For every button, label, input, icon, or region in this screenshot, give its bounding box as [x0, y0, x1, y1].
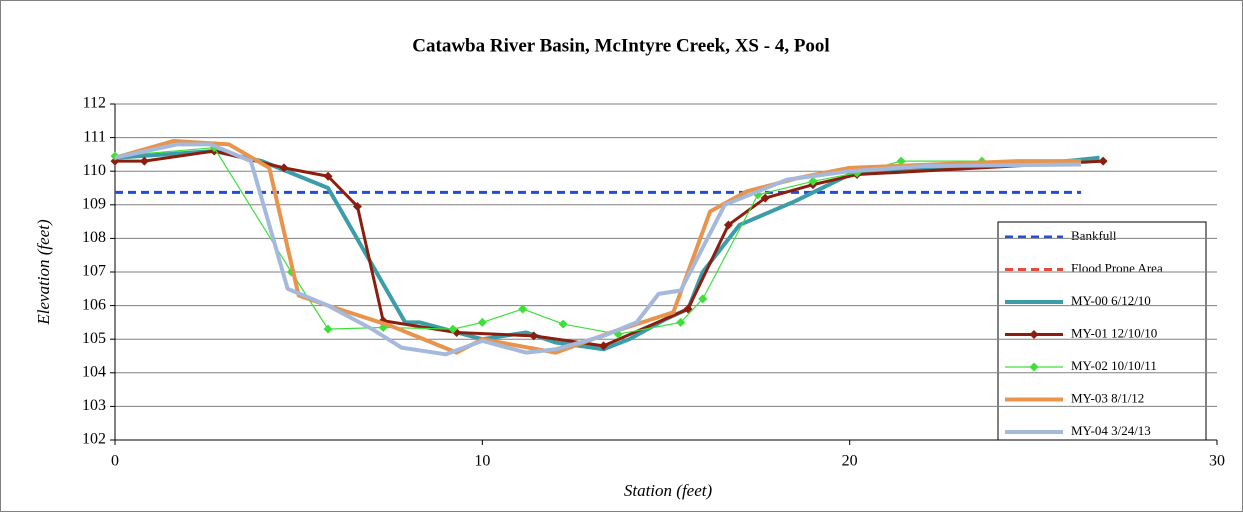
x-tick-label: 10: [474, 453, 490, 470]
data-point: [558, 319, 568, 329]
legend-label: MY-03 8/1/12: [1071, 390, 1144, 405]
y-tick-label: 107: [82, 263, 106, 280]
chart-title: Catawba River Basin, McIntyre Creek, XS …: [412, 35, 829, 56]
legend-label: Bankfull: [1071, 228, 1117, 243]
y-tick-label: 109: [82, 195, 106, 212]
data-point: [323, 324, 333, 334]
legend: Bankfull Flood Prone Area MY-00 6/12/10 MY-…: [997, 221, 1207, 441]
y-tick-label: 108: [82, 229, 106, 246]
data-point: [323, 171, 333, 181]
data-point: [698, 294, 708, 304]
y-tick-label: 105: [82, 330, 106, 347]
data-point: [676, 317, 686, 327]
y-tick-label: 106: [82, 296, 106, 313]
data-point: [518, 304, 528, 314]
data-point: [683, 304, 693, 314]
data-point: [896, 156, 906, 166]
data-point: [529, 331, 539, 341]
y-tick-label: 104: [82, 363, 106, 380]
legend-label: MY-02 10/10/11: [1071, 358, 1157, 373]
legend-label: Flood Prone Area: [1071, 260, 1163, 275]
y-axis-label: Elevation (feet): [34, 219, 53, 326]
data-point: [352, 201, 362, 211]
data-point: [599, 341, 609, 351]
data-point: [448, 324, 458, 334]
y-tick-label: 111: [83, 128, 106, 145]
x-tick-label: 20: [842, 453, 858, 470]
data-point: [1098, 156, 1108, 166]
y-tick-label: 102: [82, 431, 106, 448]
legend-label: MY-00 6/12/10: [1071, 293, 1151, 308]
y-tick-label: 110: [83, 162, 106, 179]
x-tick-label: 0: [111, 453, 119, 470]
data-point: [760, 193, 770, 203]
series-line: [114, 142, 1082, 357]
legend-label: MY-01 12/10/10: [1071, 325, 1157, 340]
data-point: [477, 317, 487, 327]
legend-marker: [1029, 362, 1039, 372]
legend-label: MY-04 3/24/13: [1071, 423, 1151, 438]
x-axis-label: Station (feet): [624, 481, 713, 500]
plot-area: 102 103 104 105 106 107 108 109 110 111 112 0 10 20 30: [82, 95, 1225, 470]
y-tick-label: 103: [82, 397, 106, 414]
x-tick-label: 30: [1209, 453, 1225, 470]
legend-marker: [1029, 330, 1039, 339]
legend-box: [997, 221, 1207, 441]
data-point: [279, 163, 289, 173]
data-point: [723, 220, 733, 230]
y-tick-label: 112: [83, 95, 106, 112]
data-point: [808, 176, 818, 186]
data-point: [139, 156, 149, 166]
